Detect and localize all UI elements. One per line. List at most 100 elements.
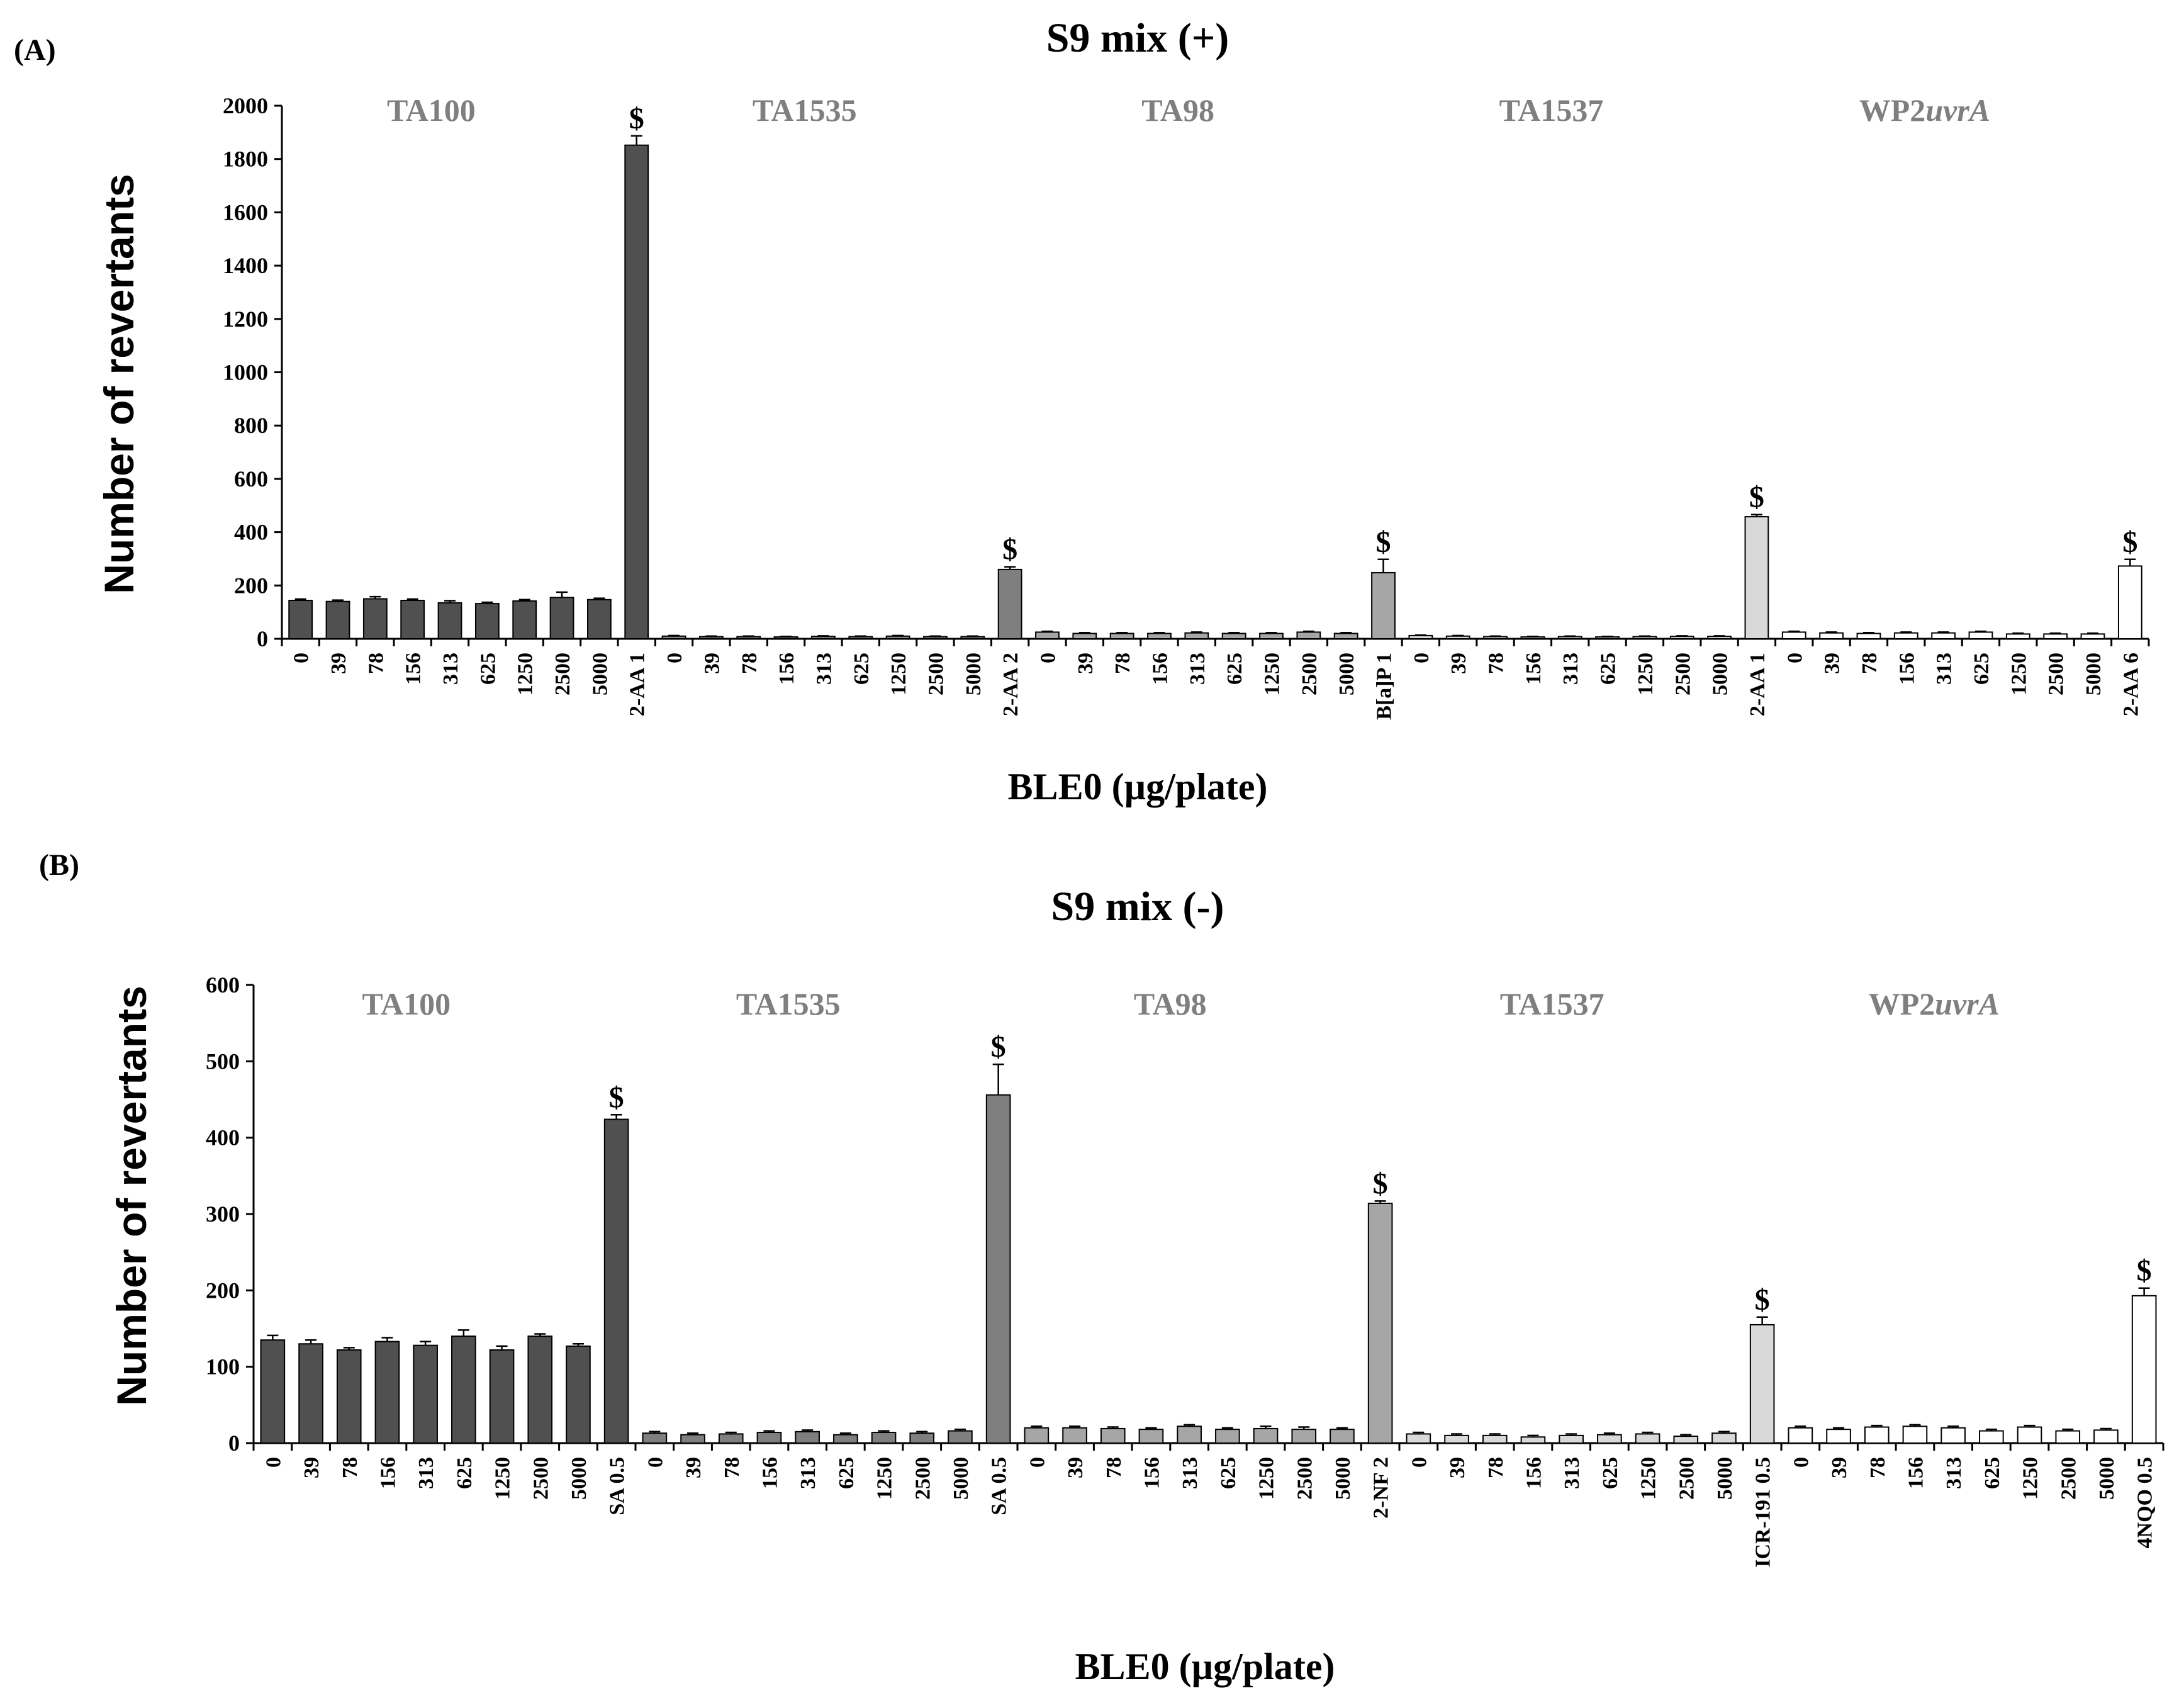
x-tick-label: 5000	[1709, 653, 1732, 695]
strain-label-wp2uvra: WP2uvrA	[1859, 93, 1990, 128]
significance-marker: $	[609, 1081, 624, 1114]
x-tick-label: 5000	[2082, 653, 2105, 695]
bar-ta100-6	[512, 600, 537, 639]
bar-wp2uvra-6	[2005, 633, 2030, 640]
bar-ta1535-9	[997, 568, 1022, 640]
strain-label-part: uvrA	[1935, 986, 2000, 1021]
x-tick-label: 78	[339, 1457, 362, 1478]
x-tick-label: 39	[1064, 1457, 1087, 1478]
bar-ta1537-7	[1669, 636, 1694, 639]
plot-area-b: 0 100 200 300 400 500 600 0 39 78 156 313 625 1250 250…	[206, 972, 2164, 1568]
x-tick-label: 2500	[1298, 653, 1321, 695]
y-tick-label: 600	[234, 466, 268, 492]
x-tick-label: 78	[364, 653, 388, 674]
panel-b: (B) S9 mix (-) Number of revertants BLE0…	[39, 848, 2164, 1687]
significance-marker: $	[2137, 1254, 2152, 1288]
strain-label-ta1537: TA1537	[1500, 986, 1604, 1021]
x-tick-label: 78	[1111, 653, 1134, 674]
x-tick-label: 625	[1981, 1457, 2004, 1489]
bar-ta1537-6	[1632, 636, 1657, 639]
x-tick-label: 625	[1970, 653, 1993, 685]
x-tick-label: SA 0.5	[988, 1457, 1011, 1515]
bar-wp2uvra-4	[1940, 1427, 1966, 1444]
strain-label-ta1535: TA1535	[753, 93, 857, 128]
x-tick-label: 78	[1485, 653, 1508, 674]
bar-ta1537-3	[1520, 636, 1545, 640]
panel-label-a: (A)	[14, 33, 56, 67]
strain-label-ta98: TA98	[1141, 93, 1214, 128]
bar-ta1537-0	[1406, 1433, 1431, 1444]
x-tick-label: 625	[1599, 1457, 1622, 1489]
x-tick-label: 2-AA 6	[2119, 653, 2142, 716]
y-tick-label: 2000	[223, 93, 268, 118]
y-tick-label: 1600	[223, 200, 268, 225]
bar-wp2uvra-5	[1968, 631, 1993, 639]
x-tick-label: 39	[1828, 1457, 1851, 1478]
significance-marker: $	[1376, 526, 1391, 559]
x-tick-label: 313	[797, 1457, 820, 1489]
strain-label-part: TA100	[362, 986, 451, 1021]
x-tick-label: 39	[1821, 653, 1844, 674]
x-tick-label: 5000	[1335, 653, 1358, 695]
bar-wp2uvra-2	[1864, 1426, 1890, 1444]
x-tick-label: 625	[453, 1457, 476, 1489]
bar-ta98-4	[1177, 1425, 1202, 1444]
bar-ta98-0	[1024, 1427, 1050, 1444]
bar-ta1535-9	[985, 1094, 1011, 1444]
x-tick-label: 78	[1858, 653, 1881, 674]
x-tick-label: 156	[1140, 1457, 1163, 1489]
significance-marker: $	[1749, 481, 1764, 514]
bar-wp2uvra-8	[2093, 1429, 2119, 1444]
x-tick-label: SA 0.5	[606, 1457, 629, 1515]
y-tick-label: 100	[206, 1354, 240, 1380]
bar-wp2uvra-3	[1902, 1425, 1928, 1444]
x-tick-label: 0	[262, 1457, 285, 1468]
x-tick-label: 1250	[491, 1457, 515, 1500]
x-tick-label: 4NQO 0.5	[2134, 1457, 2157, 1548]
x-tick-label: 2500	[2045, 653, 2068, 695]
x-tick-label: 0	[290, 653, 313, 663]
bar-ta100-0	[288, 600, 313, 639]
x-tick-label: 2-AA 2	[999, 653, 1022, 716]
strain-label-ta98: TA98	[1134, 986, 1207, 1021]
x-axis-label-a: BLE0 (µg/plate)	[1008, 766, 1268, 807]
x-tick-label: 0	[1026, 1457, 1049, 1468]
bar-ta1537-2	[1482, 1434, 1508, 1444]
bar-ta98-6	[1259, 633, 1284, 640]
strain-label-part: TA1537	[1499, 93, 1604, 128]
bar-ta98-8	[1330, 1429, 1355, 1444]
bar-ta100-1	[298, 1343, 323, 1444]
bar-ta1535-6	[885, 635, 910, 640]
bar-wp2uvra-3	[1893, 632, 1918, 639]
bar-wp2uvra-7	[2055, 1430, 2081, 1444]
x-tick-label: 39	[300, 1457, 323, 1478]
x-tick-label: 39	[682, 1457, 705, 1478]
bar-ta98-2	[1109, 633, 1134, 640]
bar-ta98-2	[1100, 1427, 1126, 1444]
x-tick-label: 5000	[568, 1457, 591, 1500]
x-tick-label: 1250	[2007, 653, 2030, 695]
x-tick-label: 2500	[924, 653, 948, 695]
bar-ta100-2	[362, 598, 388, 639]
x-tick-label: B[a]P 1	[1373, 653, 1396, 720]
x-tick-label: 313	[1942, 1457, 1966, 1489]
x-tick-label: 156	[1895, 653, 1918, 685]
bar-ta1537-3	[1520, 1436, 1546, 1444]
plot-area-a: 0 200 400 600 800 1000 1200 1400 1600 1800 2000 0 39…	[223, 93, 2150, 720]
chart-title-b: S9 mix (-)	[1051, 884, 1224, 930]
significance-marker: $	[1002, 533, 1017, 566]
x-tick-label: 313	[415, 1457, 438, 1489]
x-tick-label: 0	[1408, 1457, 1431, 1468]
bar-wp2uvra-7	[2043, 633, 2068, 640]
significance-marker: $	[1373, 1167, 1388, 1200]
y-tick-label: 1200	[223, 306, 268, 332]
bar-wp2uvra-1	[1826, 1429, 1851, 1444]
x-tick-label: 313	[1933, 653, 1956, 685]
bar-ta1535-4	[811, 636, 836, 639]
bar-ta100-8	[566, 1345, 591, 1444]
x-tick-label: 39	[1074, 653, 1097, 674]
x-tick-label: 78	[720, 1457, 744, 1478]
y-tick-label: 1800	[223, 147, 268, 172]
x-tick-label: 1250	[1255, 1457, 1279, 1500]
